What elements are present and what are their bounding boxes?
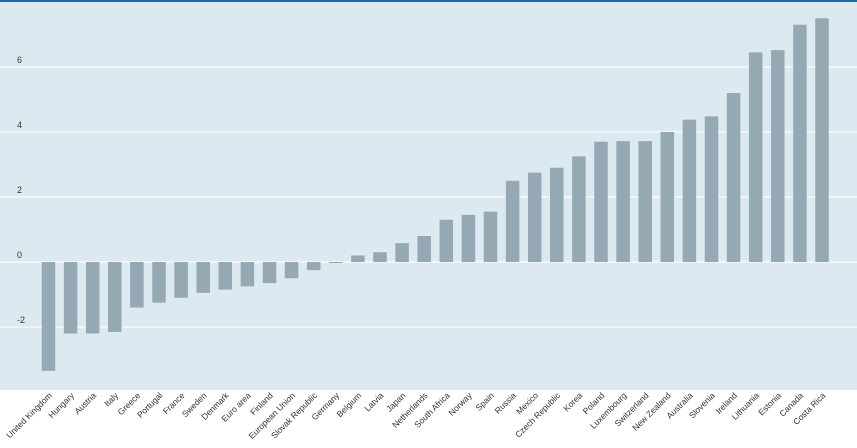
bar-czech-republic (550, 167, 564, 262)
bar-united-kingdom (41, 262, 56, 371)
bar-norway (461, 214, 476, 262)
bar-new-zealand (660, 132, 675, 262)
bar-costa-rica (815, 18, 829, 262)
y-tick-label: -2 (17, 315, 25, 325)
bar-france (174, 262, 188, 298)
x-category-label: Belgium (335, 390, 364, 419)
y-tick-label: 2 (17, 185, 22, 195)
bars (41, 18, 829, 371)
y-tick-label: 4 (17, 120, 22, 130)
bar-poland (594, 141, 608, 262)
bar-denmark (218, 262, 233, 290)
y-tick-label: 6 (17, 55, 22, 65)
bar-netherlands (417, 236, 431, 262)
bar-slovak-republic (306, 262, 321, 271)
x-category-label: Italy (102, 390, 121, 409)
bar-austria (85, 262, 100, 334)
x-category-label: Austria (72, 390, 98, 416)
bar-russia (505, 180, 520, 262)
bar-spain (483, 211, 498, 262)
bar-sweden (196, 262, 210, 293)
bar-slovenia (704, 116, 719, 263)
x-category-label: Russia (493, 390, 519, 416)
bar-hungary (63, 262, 78, 334)
y-axis-tick-labels: -2 0 2 4 6 (17, 55, 25, 325)
top-rule (0, 0, 857, 2)
bar-mexico (527, 172, 542, 262)
x-category-label: United Kingdom (4, 390, 54, 440)
bar-italy (108, 262, 122, 332)
bar-lithuania (748, 52, 763, 262)
bar-greece (130, 262, 144, 308)
bar-belgium (351, 255, 365, 262)
bar-portugal (152, 262, 166, 303)
bar-switzerland (638, 141, 652, 262)
bar-korea (572, 156, 586, 262)
bar-luxembourg (616, 141, 630, 262)
bar-euro-area (240, 262, 255, 287)
bar-european-union (284, 262, 299, 279)
bar-australia (682, 119, 697, 263)
bar-estonia (771, 50, 785, 262)
bar-south-africa (439, 219, 454, 262)
bar-latvia (373, 252, 387, 262)
bar-finland (262, 262, 277, 284)
bar-japan (395, 243, 409, 262)
y-tick-label: 0 (17, 250, 22, 260)
bar-canada (793, 24, 807, 262)
x-category-label: Norway (446, 390, 474, 418)
x-category-label: Latvia (362, 390, 385, 413)
bar-germany (329, 262, 343, 263)
bar-ireland (726, 93, 741, 262)
